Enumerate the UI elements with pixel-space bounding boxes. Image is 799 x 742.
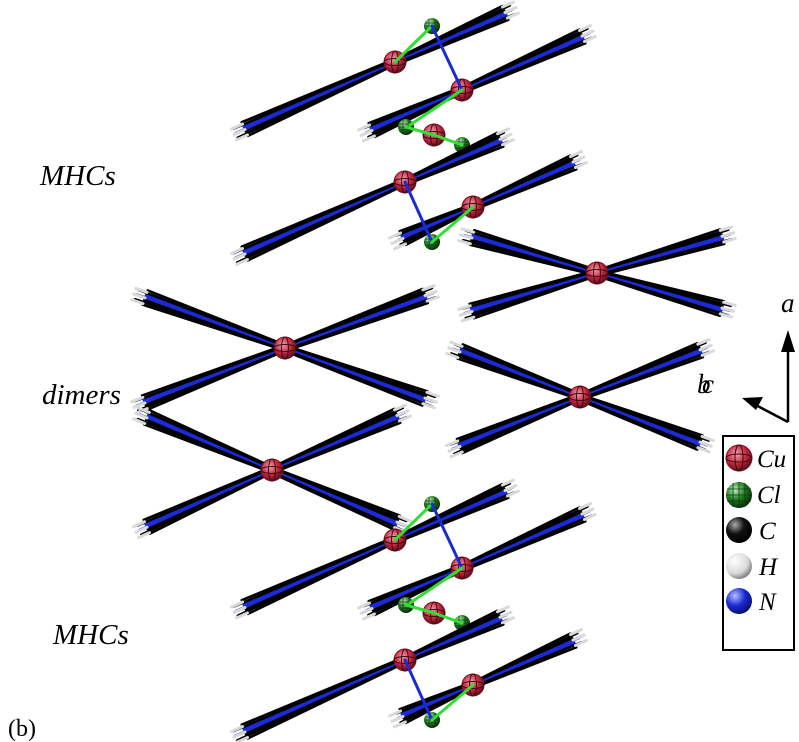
ligand-arm (130, 344, 288, 415)
mhc-molecule (230, 478, 520, 620)
legend-label-cl: Cl (757, 482, 781, 509)
cu-cl-bond (403, 180, 434, 244)
mhcs-top-label: MHCs (39, 160, 116, 192)
crystal-packing-diagram (130, 0, 737, 742)
ligand-arm (595, 225, 737, 277)
dimer-molecule (445, 338, 715, 459)
axis-c-label: c (702, 369, 714, 399)
ligand-arm (457, 269, 600, 323)
mhcs-bottom-label: MHCs (52, 619, 129, 651)
ligand-arm (269, 466, 412, 534)
ligand-arm (459, 502, 597, 572)
cu-cl-bond (430, 205, 475, 244)
legend-label-c: C (759, 518, 776, 545)
ligand-arm (402, 605, 515, 664)
a-axis-arrowhead (781, 330, 795, 352)
cu-atom (260, 458, 284, 482)
ligand-arm (132, 406, 275, 474)
cu-cl-bond (432, 133, 464, 147)
ligand-arm (230, 178, 408, 266)
ligand-arm (402, 127, 515, 186)
cu-atom (273, 336, 297, 360)
legend-box (722, 435, 795, 651)
cu-cl-bond (430, 24, 464, 92)
cu-cl-bond (404, 603, 436, 615)
ligand-arm (230, 536, 398, 620)
legend-label-cu: Cu (757, 446, 786, 473)
legend-item-cl: Cl (726, 482, 781, 509)
mhc-molecule (388, 150, 588, 251)
cu-cl-bond (404, 125, 436, 137)
axis-b-label: b (697, 369, 711, 399)
cu-cl-bond (430, 502, 464, 570)
mhc-molecule (230, 127, 515, 266)
legend-item-h: H (726, 553, 779, 581)
cu-ellipsoid-icon (725, 444, 753, 472)
ligand-arm (594, 269, 737, 319)
cu-cl-bond (393, 502, 434, 542)
ligand-arm (445, 340, 583, 401)
dimers-label: dimers (42, 379, 121, 411)
cu-atom (568, 385, 592, 409)
bc-axis-arrowhead (742, 397, 763, 410)
legend: Cu Cl C H N (722, 435, 795, 651)
legend-label-h: H (758, 554, 779, 581)
legend-item-cu: Cu (725, 444, 786, 473)
axis-a-label: a (781, 288, 795, 318)
ligand-arm (282, 344, 440, 410)
ligand-arm (388, 203, 476, 251)
legend-label-n: N (758, 589, 777, 616)
dimer-molecule (457, 225, 737, 323)
cl-ball-icon (726, 482, 752, 508)
ligand-arm (282, 284, 440, 352)
panel-label: (b) (8, 716, 36, 742)
mhc-molecule (230, 605, 515, 742)
n-ball-icon (726, 588, 752, 614)
ligand-arm (577, 393, 715, 454)
mhc-molecule (230, 0, 520, 142)
ligand-arm (445, 393, 583, 459)
cu-cl-bond (408, 566, 464, 605)
ligand-arm (130, 286, 288, 352)
ligand-arm (470, 628, 588, 689)
ligand-arm (392, 0, 520, 66)
legend-item-n: N (726, 588, 777, 616)
ligand-arm (392, 478, 520, 544)
ligand-arm (230, 58, 398, 142)
ligand-arm (459, 24, 597, 94)
mhc-layer-bottom (230, 478, 597, 742)
dimer-molecule (130, 284, 440, 415)
ligand-arm (577, 338, 715, 401)
c-ball-icon (726, 517, 752, 543)
cu-atom (585, 261, 609, 285)
mhc-molecule (388, 628, 588, 729)
legend-item-c: C (726, 517, 776, 545)
dimer-molecule (132, 403, 412, 540)
ligand-arm (470, 150, 588, 211)
cu-cl-bond (408, 88, 464, 127)
cu-cl-bond (393, 24, 434, 64)
ligand-arm (230, 656, 408, 742)
mhc-layer-top (230, 0, 597, 266)
ligand-arm (269, 403, 412, 474)
ligand-arm (357, 564, 465, 621)
h-ball-icon (726, 553, 752, 579)
mhc-molecule (357, 502, 597, 621)
axis-triad: a b c (697, 288, 795, 424)
mhc-molecule (357, 24, 597, 143)
cu-cl-bond (403, 658, 434, 722)
ligand-arm (457, 227, 600, 277)
cu-cl-bond (430, 683, 475, 722)
ligand-arm (132, 466, 275, 540)
cu-cl-bond (432, 611, 464, 625)
